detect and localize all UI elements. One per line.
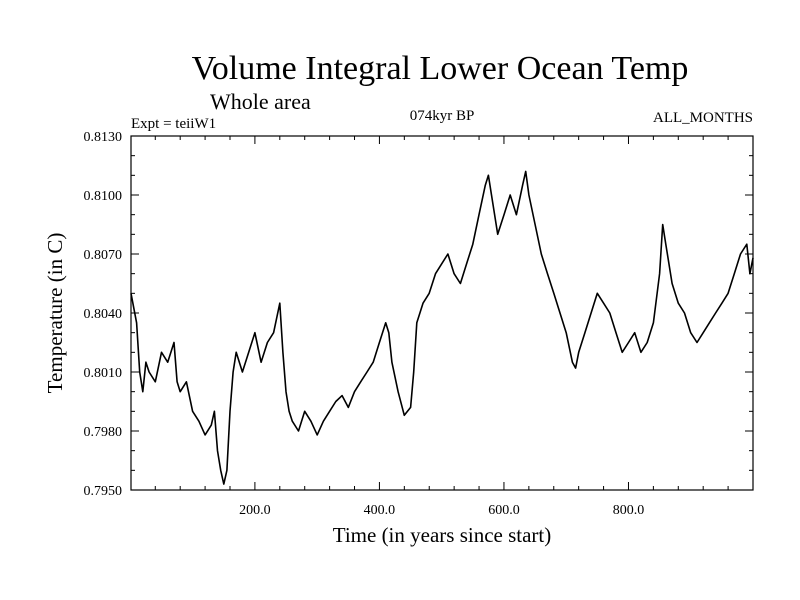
- y-tick-label: 0.8130: [84, 130, 123, 145]
- chart-subtitle: Whole area: [210, 89, 311, 114]
- y-tick-label: 0.8040: [84, 307, 123, 322]
- x-tick-label: 200.0: [239, 503, 271, 518]
- series-line-temperature: [130, 170, 754, 485]
- y-axis-ticks: 0.7950 0.7980 0.8010 0.8040 0.8070 0.8100 0.81…: [84, 130, 753, 499]
- annotation-left: Expt = teiiW1: [131, 116, 216, 132]
- y-tick-label: 0.8010: [84, 366, 123, 381]
- annotation-center: 074kyr BP: [410, 108, 475, 124]
- y-axis-label: Temperature (in C): [43, 233, 67, 394]
- x-tick-label: 400.0: [364, 503, 396, 518]
- x-axis-ticks: 200.0 400.0 600.0 800.0: [154, 136, 729, 518]
- x-tick-label: 600.0: [488, 503, 520, 518]
- y-tick-label: 0.7950: [84, 484, 123, 499]
- chart-title: Volume Integral Lower Ocean Temp: [192, 50, 689, 87]
- y-tick-label: 0.8100: [84, 189, 123, 204]
- x-tick-label: 800.0: [613, 503, 645, 518]
- y-tick-label: 0.8070: [84, 248, 123, 263]
- y-tick-label: 0.7980: [84, 425, 123, 440]
- x-axis-label: Time (in years since start): [333, 523, 552, 547]
- annotation-right: ALL_MONTHS: [653, 110, 753, 126]
